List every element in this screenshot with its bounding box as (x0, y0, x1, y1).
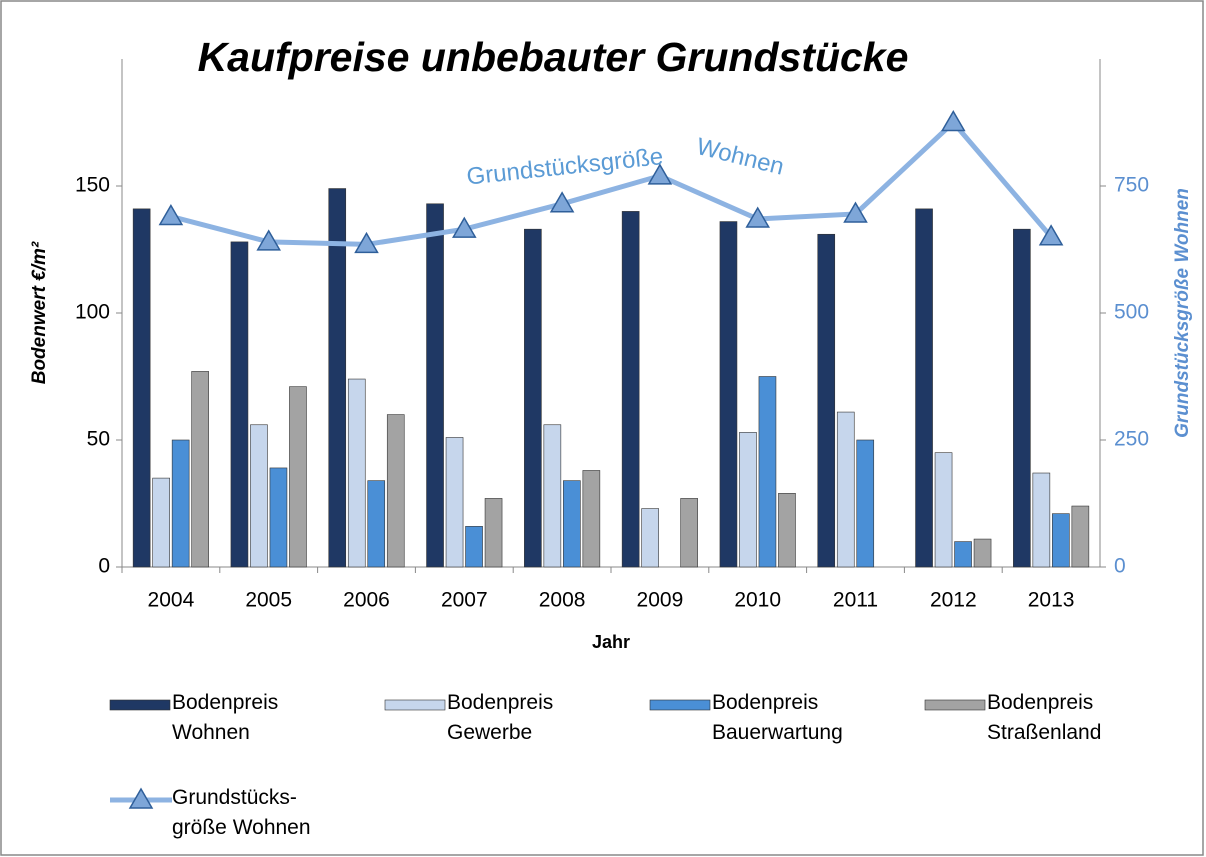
bar (817, 233, 836, 568)
y2-axis-title: Grundstücksgröße Wohnen (1172, 188, 1193, 438)
bar (739, 432, 757, 568)
y2-tick-label: 500 (1114, 301, 1149, 324)
bar (621, 211, 640, 568)
marker (745, 206, 771, 228)
bar (171, 439, 190, 568)
bar (641, 508, 659, 568)
marker (256, 229, 282, 251)
marker (354, 231, 379, 254)
bar (1013, 228, 1031, 568)
legend-marker (128, 787, 154, 809)
legend-swatch (109, 699, 171, 711)
x-tick-label: 2010 (734, 589, 781, 612)
y-tick-label: 50 (87, 428, 110, 451)
x-tick-label: 2005 (245, 589, 292, 612)
legend-label: Bodenpreis Bauerwartung (712, 691, 843, 744)
bar (1032, 472, 1051, 568)
bar (954, 541, 972, 568)
bar (230, 241, 249, 568)
legend-swatch (384, 699, 446, 711)
y2-tick-label: 250 (1114, 428, 1149, 451)
bar (680, 498, 698, 568)
marker (1038, 224, 1064, 246)
bar (289, 386, 307, 568)
legend-label: Grundstücks-größe Wohnen (172, 786, 311, 839)
bar (484, 498, 503, 568)
bar (347, 378, 366, 568)
x-tick-label: 2006 (343, 589, 390, 612)
x-tick-label: 2013 (1028, 589, 1075, 612)
bar (191, 371, 209, 568)
x-tick-label: 2008 (539, 589, 586, 612)
legend-label: Bodenpreis Gewerbe (447, 691, 554, 744)
x-tick-label: 2012 (930, 589, 977, 612)
bar (465, 526, 483, 568)
marker (549, 191, 575, 213)
bar (524, 228, 542, 568)
marker (158, 203, 184, 226)
bar (856, 439, 875, 568)
y-tick-label: 150 (75, 174, 110, 197)
bar (582, 470, 601, 568)
x-tick-label: 2009 (637, 589, 684, 612)
x-axis-title: Jahr (592, 632, 630, 652)
bar (269, 467, 288, 568)
bar (386, 414, 405, 568)
y2-tick-label: 750 (1114, 174, 1149, 197)
x-tick-label: 2007 (441, 589, 488, 612)
bar (836, 411, 855, 568)
bar (152, 477, 170, 568)
bar (1071, 505, 1090, 568)
x-tick-label: 2004 (148, 589, 195, 612)
bar (445, 437, 464, 568)
line (170, 118, 1053, 247)
y-tick-label: 100 (75, 301, 110, 324)
bar (758, 376, 777, 568)
legend-swatch (924, 699, 986, 711)
legend-swatch (649, 699, 711, 711)
marker (843, 201, 868, 223)
y-tick-label: 0 (98, 555, 110, 578)
bar (543, 424, 562, 568)
bar (719, 221, 738, 568)
marker (940, 110, 966, 132)
bar (934, 452, 953, 568)
legend-label: Bodenpreis Straßenland (987, 691, 1102, 744)
y-axis-title: Bodenwert €/m² (29, 241, 50, 384)
bar (563, 480, 581, 568)
bar (132, 208, 151, 568)
bar (328, 188, 347, 568)
bar (426, 203, 444, 568)
bar (973, 538, 992, 568)
bar (778, 493, 796, 568)
bar (1052, 513, 1070, 568)
marker (647, 163, 673, 185)
marker (451, 216, 477, 238)
y2-tick-label: 0 (1114, 555, 1126, 578)
x-tick-label: 2011 (833, 589, 878, 612)
bar (250, 424, 268, 568)
legend-label: Bodenpreis Wohnen (172, 691, 279, 744)
bar (915, 208, 933, 568)
chart-title: Kaufpreise unbebauter Grundstücke (198, 34, 909, 80)
bar (367, 480, 386, 568)
